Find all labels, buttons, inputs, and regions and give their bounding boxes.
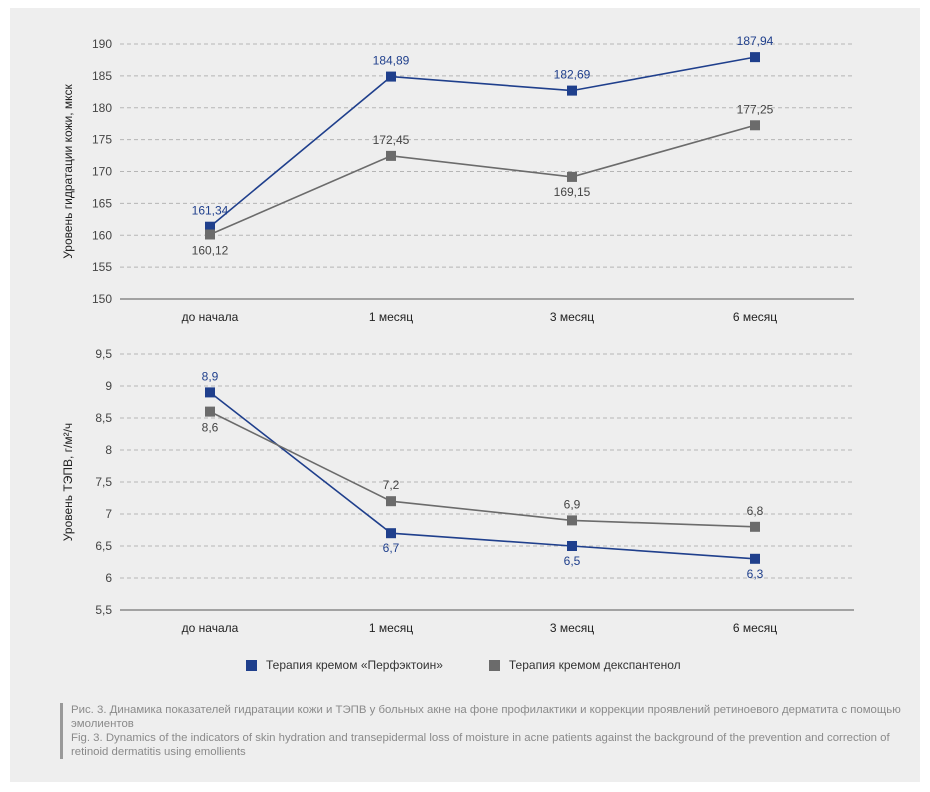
y-tick-label: 7,5	[95, 475, 112, 489]
y-tick-label: 6	[105, 571, 112, 585]
data-point-marker	[567, 85, 577, 96]
y-tick-label: 9	[105, 379, 112, 393]
y-tick-label: 190	[92, 37, 112, 51]
figure-panel: 150 155 160 165 170 175 180 185 190 до начала 1 ме…	[10, 8, 920, 782]
data-label: 6,3	[747, 567, 764, 581]
y-axis-title: Уровень гидратации кожи, мкск	[61, 83, 75, 258]
data-point-marker	[750, 553, 760, 564]
data-label: 6,7	[383, 541, 400, 555]
data-label: 182,69	[554, 68, 591, 82]
x-category-label: 1 месяц	[369, 310, 413, 324]
data-point-marker	[386, 150, 396, 161]
y-tick-label: 6,5	[95, 539, 112, 553]
y-tick-label: 180	[92, 101, 112, 115]
x-category-label: 3 месяц	[550, 310, 594, 324]
legend-label-dexpanthenol: Терапия кремом декспантенол	[508, 658, 681, 672]
y-tick-label: 9,5	[95, 347, 112, 361]
caption-en: Fig. 3. Dynamics of the indicators of sk…	[71, 732, 890, 758]
legend-label-perfectoin: Терапия кремом «Перфэктоин»	[266, 658, 443, 672]
x-category-label: до начала	[182, 310, 239, 324]
legend: Терапия кремом «Перфэктоин» Терапия крем…	[246, 658, 727, 672]
x-category-label: 6 месяц	[733, 621, 777, 635]
data-label: 172,45	[373, 133, 410, 147]
y-tick-label: 185	[92, 69, 112, 83]
series-line-2	[209, 124, 756, 236]
data-point-marker	[386, 71, 396, 82]
legend-item-perfectoin: Терапия кремом «Перфэктоин»	[246, 658, 443, 672]
series-line-2	[209, 410, 756, 528]
y-tick-label: 160	[92, 228, 112, 242]
y-tick-label: 150	[92, 292, 112, 306]
charts-canvas: 150 155 160 165 170 175 180 185 190 до начала 1 ме…	[61, 34, 854, 635]
data-point-marker	[750, 521, 760, 532]
legend-item-dexpanthenol: Терапия кремом декспантенол	[488, 658, 681, 672]
x-category-label: 1 месяц	[369, 621, 413, 635]
x-category-label: 3 месяц	[550, 621, 594, 635]
data-label: 6,9	[564, 497, 581, 511]
data-label: 7,2	[383, 478, 400, 492]
series-line-1	[209, 391, 756, 560]
data-label: 6,8	[747, 504, 764, 518]
y-tick-label: 165	[92, 196, 112, 210]
data-point-marker	[567, 171, 577, 182]
data-label: 160,12	[192, 243, 229, 257]
data-label: 8,6	[202, 421, 219, 435]
data-point-marker	[205, 387, 215, 398]
y-axis-title: Уровень ТЭПВ, г/м²/ч	[61, 423, 75, 541]
data-label: 177,25	[737, 102, 774, 116]
legend-swatch-perfectoin	[246, 659, 257, 671]
x-category-label: до начала	[182, 621, 239, 635]
chart-1: 150 155 160 165 170 175 180 185 190 до начала 1 ме…	[61, 34, 854, 324]
data-point-marker	[205, 221, 215, 232]
y-tick-label: 155	[92, 260, 112, 274]
data-label: 187,94	[737, 34, 774, 48]
y-tick-label: 8,5	[95, 411, 112, 425]
x-category-label: 6 месяц	[733, 310, 777, 324]
legend-swatch-dexpanthenol	[488, 659, 500, 671]
data-point-marker	[205, 406, 215, 417]
data-label: 161,34	[192, 204, 229, 218]
y-tick-label: 170	[92, 165, 112, 179]
data-point-marker	[567, 541, 577, 551]
data-point-marker	[205, 229, 215, 240]
y-tick-label: 7	[105, 507, 112, 521]
caption-ru: Рис. 3. Динамика показателей гидратации …	[71, 704, 901, 730]
data-point-marker	[386, 496, 396, 507]
data-point-marker	[750, 52, 760, 63]
data-label: 8,9	[202, 369, 219, 383]
data-point-marker	[750, 120, 760, 131]
y-tick-label: 8	[105, 443, 112, 457]
data-point-marker	[386, 528, 396, 539]
figure-caption: Рис. 3. Динамика показателей гидратации …	[60, 703, 921, 759]
y-tick-label: 5,5	[95, 603, 112, 617]
data-label: 6,5	[564, 554, 581, 568]
data-label: 169,15	[554, 185, 591, 199]
data-point-marker	[567, 515, 577, 526]
series-line-1	[209, 56, 756, 228]
chart-2: 5,5 6 6,5 7 7,5 8 8,5 9 9,5 до начала 1 месяц 3 мес…	[61, 347, 854, 635]
data-label: 184,89	[373, 54, 410, 68]
y-tick-label: 175	[92, 133, 112, 147]
